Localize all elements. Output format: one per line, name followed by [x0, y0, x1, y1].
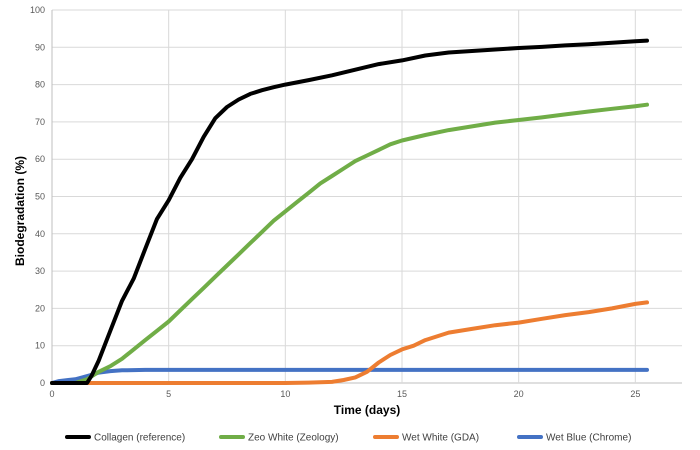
- y-tick-label: 90: [35, 42, 45, 52]
- x-axis-title: Time (days): [334, 403, 400, 417]
- y-tick-label: 30: [35, 266, 45, 276]
- legend-item-zeo-white-zeology: Zeo White (Zeology): [219, 433, 339, 444]
- y-axis-ticks: 0 10 20 30 40 50 60 70 80 90 100: [30, 5, 45, 388]
- x-tick-label: 5: [166, 389, 171, 399]
- y-tick-label: 0: [40, 378, 45, 388]
- y-tick-label: 80: [35, 80, 45, 90]
- y-tick-label: 60: [35, 154, 45, 164]
- x-tick-label: 15: [397, 389, 407, 399]
- y-tick-label: 70: [35, 117, 45, 127]
- y-tick-label: 10: [35, 341, 45, 351]
- x-tick-label: 0: [49, 389, 54, 399]
- series-line-wet-white-gda: [50, 300, 649, 385]
- y-tick-label: 40: [35, 229, 45, 239]
- legend-label: Wet Blue (Chrome): [546, 433, 631, 444]
- legend-item-collagen-reference: Collagen (reference): [65, 433, 185, 444]
- series-line-collagen-reference: [50, 38, 649, 385]
- x-tick-label: 10: [280, 389, 290, 399]
- legend-label: Collagen (reference): [94, 433, 185, 444]
- y-tick-label: 20: [35, 303, 45, 313]
- series-lines: [50, 38, 649, 385]
- series-line-wet-blue-chrome: [50, 367, 649, 385]
- legend-item-wet-white-gda: Wet White (GDA): [373, 433, 479, 444]
- x-axis-ticks: 0 5 10 15 20 25: [49, 389, 640, 399]
- x-tick-label: 20: [514, 389, 524, 399]
- y-tick-label: 50: [35, 192, 45, 202]
- x-tick-label: 25: [630, 389, 640, 399]
- legend-label: Zeo White (Zeology): [248, 433, 339, 444]
- legend-item-wet-blue-chrome: Wet Blue (Chrome): [517, 433, 631, 444]
- y-axis-title: Biodegradation (%): [13, 156, 27, 266]
- series-line-zeo-white-zeology: [50, 102, 649, 385]
- legend-label: Wet White (GDA): [402, 433, 479, 444]
- legend: Collagen (reference) Zeo White (Zeology) W…: [65, 433, 631, 444]
- y-tick-label: 100: [30, 5, 45, 15]
